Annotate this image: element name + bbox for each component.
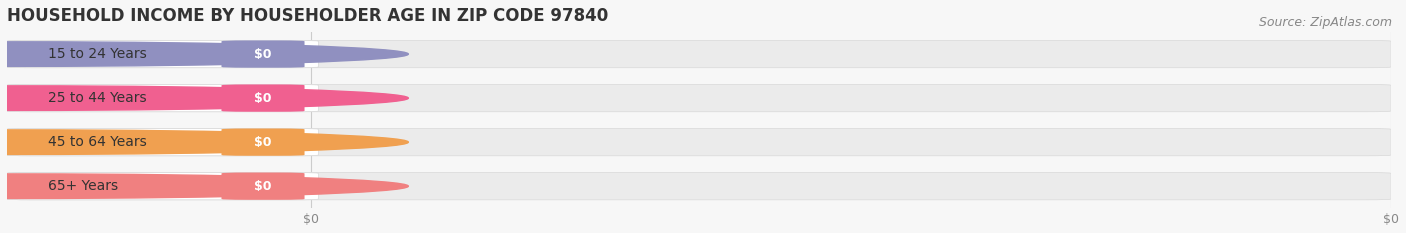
FancyBboxPatch shape xyxy=(7,172,318,200)
Circle shape xyxy=(0,130,408,154)
FancyBboxPatch shape xyxy=(222,128,305,156)
FancyBboxPatch shape xyxy=(222,84,305,112)
FancyBboxPatch shape xyxy=(7,84,1391,112)
FancyBboxPatch shape xyxy=(222,40,305,68)
Text: $0: $0 xyxy=(254,180,271,193)
Text: Source: ZipAtlas.com: Source: ZipAtlas.com xyxy=(1258,16,1392,29)
Circle shape xyxy=(0,42,408,66)
Text: $0: $0 xyxy=(254,92,271,105)
Text: $0: $0 xyxy=(254,136,271,149)
FancyBboxPatch shape xyxy=(7,40,1391,68)
FancyBboxPatch shape xyxy=(7,128,318,156)
Text: HOUSEHOLD INCOME BY HOUSEHOLDER AGE IN ZIP CODE 97840: HOUSEHOLD INCOME BY HOUSEHOLDER AGE IN Z… xyxy=(7,7,609,25)
Circle shape xyxy=(0,174,408,199)
Text: 25 to 44 Years: 25 to 44 Years xyxy=(48,91,148,105)
Text: 15 to 24 Years: 15 to 24 Years xyxy=(48,47,148,61)
FancyBboxPatch shape xyxy=(7,172,1391,200)
FancyBboxPatch shape xyxy=(7,84,318,112)
Text: 65+ Years: 65+ Years xyxy=(48,179,118,193)
FancyBboxPatch shape xyxy=(7,40,318,68)
Text: $0: $0 xyxy=(254,48,271,61)
FancyBboxPatch shape xyxy=(222,172,305,200)
FancyBboxPatch shape xyxy=(7,128,1391,156)
Circle shape xyxy=(0,86,408,110)
Text: 45 to 64 Years: 45 to 64 Years xyxy=(48,135,148,149)
